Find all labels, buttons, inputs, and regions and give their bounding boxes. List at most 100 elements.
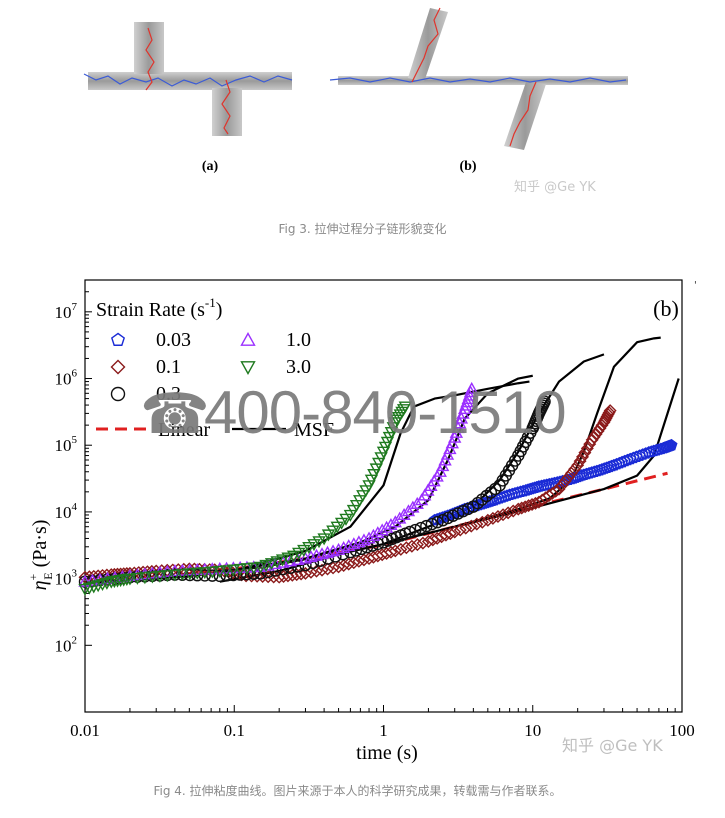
data-point	[247, 567, 260, 580]
data-point	[307, 539, 321, 552]
data-point	[465, 381, 479, 394]
legend-marker-0.03	[110, 332, 126, 346]
data-point	[595, 463, 608, 475]
data-point	[549, 484, 563, 498]
data-point	[503, 488, 516, 501]
data-point	[384, 518, 398, 531]
y-tick-label: 105	[55, 434, 78, 455]
data-point	[580, 441, 594, 455]
phone-overlay: ☎400-840-1510	[140, 378, 567, 447]
data-point	[321, 529, 336, 542]
fig3-caption: Fig 3. 拉伸过程分子链形貌变化	[278, 222, 447, 236]
data-point	[183, 568, 197, 581]
x-axis-label: time (s)	[356, 742, 418, 764]
data-point	[445, 436, 459, 449]
data-point	[138, 572, 152, 585]
data-point	[515, 501, 529, 515]
data-point	[573, 454, 587, 468]
data-point	[558, 474, 572, 488]
data-point	[414, 521, 428, 535]
data-point	[398, 401, 412, 414]
series-0.03	[428, 438, 678, 526]
msf-curve	[84, 374, 533, 585]
data-point	[552, 482, 566, 496]
y-axis: 102 103 104 105 106 107	[55, 291, 92, 655]
data-point	[453, 523, 467, 537]
data-point	[292, 547, 306, 560]
data-point	[464, 501, 477, 513]
data-point	[326, 561, 340, 575]
y-tick-label: 106	[55, 368, 78, 389]
phone-number: 400-840-1510	[204, 379, 567, 446]
legend-label-linear: Linear	[158, 419, 211, 441]
data-point	[464, 519, 478, 533]
data-point	[405, 539, 419, 553]
data-point	[312, 536, 326, 549]
data-point	[388, 544, 402, 558]
panel-b-structure	[329, 7, 628, 150]
data-point	[198, 567, 212, 580]
x-axis: 0.01 0.1 1 10 100	[70, 705, 695, 740]
data-point	[339, 513, 353, 526]
data-point	[145, 564, 159, 578]
data-point	[254, 567, 267, 580]
watermark-chart: 知乎 @Ge YK	[562, 736, 663, 755]
legend-label-1.0: 1.0	[286, 329, 311, 351]
legend-marker-0.1	[110, 359, 126, 375]
series-1.0	[78, 381, 479, 587]
data-point	[342, 557, 356, 571]
data-point	[511, 486, 524, 498]
chain-red-b1	[411, 7, 441, 83]
data-point	[491, 510, 505, 524]
legend: Strain Rate (s-1) 0.03 0.1 0.3 1.0 3.0 Linear M…	[96, 295, 334, 441]
data-point	[585, 466, 598, 478]
data-point	[233, 568, 247, 581]
data-point	[342, 539, 356, 552]
data-point	[428, 513, 441, 526]
data-point	[336, 540, 351, 554]
data-point	[297, 544, 311, 557]
y-axis-label-symbol: η	[29, 580, 51, 590]
data-point	[190, 567, 205, 580]
y-axis-label-sub: E	[41, 572, 55, 579]
data-point	[506, 487, 519, 500]
data-point	[206, 569, 219, 582]
data-point	[578, 446, 592, 460]
data-point	[352, 554, 366, 568]
data-point	[281, 552, 295, 565]
data-point	[399, 541, 413, 555]
watermark-top: 知乎 @Ge YK	[514, 180, 596, 195]
data-point	[605, 459, 618, 472]
data-point	[443, 442, 457, 455]
data-point	[205, 566, 219, 579]
data-point	[394, 542, 408, 556]
corner-mark: '	[694, 280, 697, 291]
data-point	[347, 556, 361, 570]
chain-red-b2	[509, 81, 537, 147]
y-tick-label: 102	[55, 634, 78, 655]
data-point	[484, 486, 498, 499]
data-point	[393, 511, 407, 524]
data-point	[561, 470, 575, 484]
data-point	[401, 504, 416, 517]
data-point	[577, 468, 590, 480]
data-point	[332, 560, 346, 574]
data-point	[352, 535, 366, 548]
y-axis-label-sup: +	[26, 573, 40, 580]
data-point	[410, 496, 424, 509]
legend-marker-3.0	[240, 361, 256, 375]
data-point	[317, 533, 331, 546]
data-point	[357, 533, 371, 546]
data-point	[435, 459, 450, 472]
data-point	[253, 561, 268, 574]
data-point	[438, 453, 452, 466]
data-point	[433, 512, 446, 524]
data-point	[564, 466, 578, 480]
legend-title: Strain Rate (s-1)	[96, 295, 222, 321]
data-point	[259, 559, 273, 572]
data-point	[475, 493, 489, 506]
data-point	[217, 564, 231, 578]
data-point	[388, 515, 403, 528]
data-point	[459, 521, 473, 535]
x-tick-label: 0.01	[70, 721, 100, 740]
